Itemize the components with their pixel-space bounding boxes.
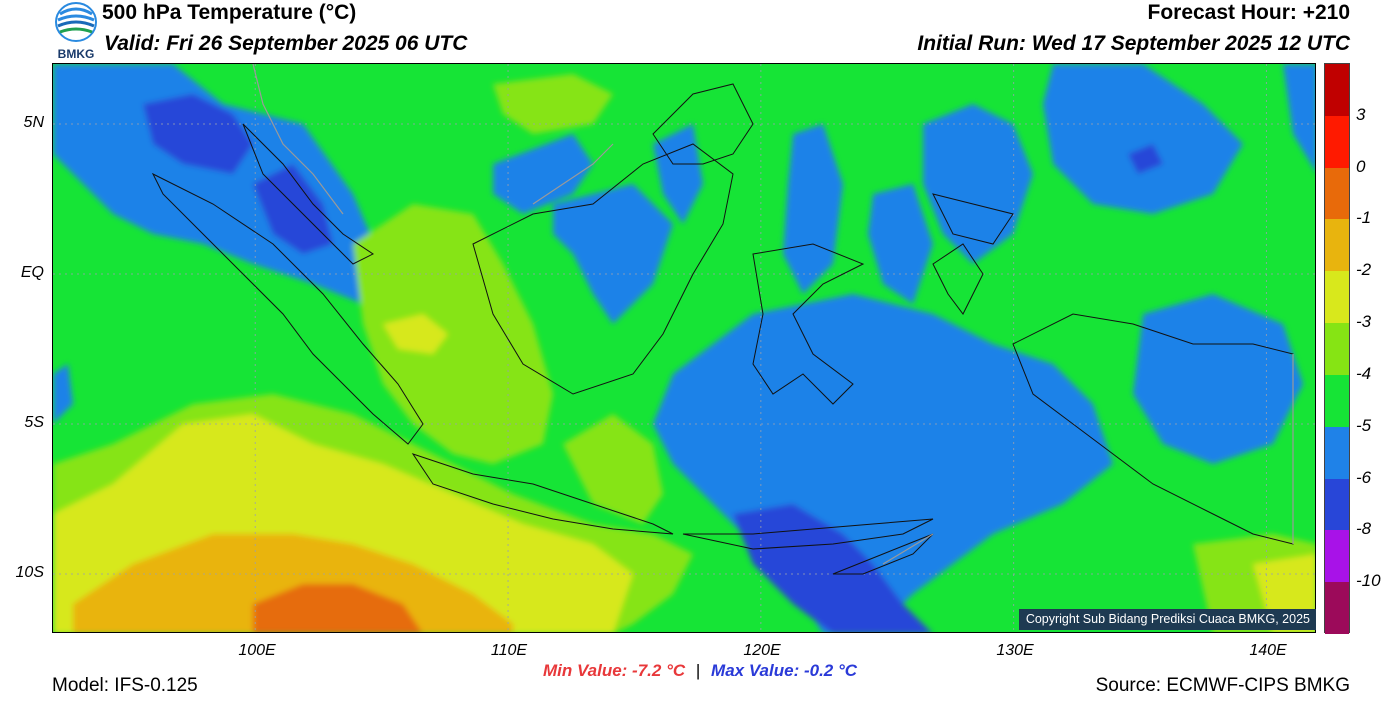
temperature-field: [53, 64, 1315, 632]
colorbar-segment: [1325, 478, 1349, 531]
colorbar-label: -10: [1356, 571, 1381, 591]
colorbar-segment: [1325, 323, 1349, 376]
colorbar-segment: [1325, 115, 1349, 169]
colorbar-segment: [1325, 167, 1349, 220]
copyright-notice: Copyright Sub Bidang Prediksi Cuaca BMKG…: [1018, 609, 1316, 630]
borders: [252, 64, 1294, 565]
field-region-m8: [253, 164, 333, 254]
model-label: Model: IFS-0.125: [52, 675, 198, 696]
lat-label-5s: 5S: [24, 414, 44, 431]
coastline-sulawesi: [752, 243, 865, 405]
map-title: 500 hPa Temperature (°C): [102, 1, 357, 24]
coastline-malay-peninsula: [242, 123, 374, 265]
lat-label-10s: 10S: [15, 564, 44, 581]
lon-label-140e: 140E: [1249, 642, 1287, 659]
colorbar-label: 3: [1356, 104, 1366, 124]
lat-label-eq: EQ: [20, 264, 44, 281]
coastlines: [151, 83, 1294, 575]
lat-label-5n: 5N: [23, 114, 44, 131]
lon-label-120e: 120E: [743, 642, 781, 659]
lon-label-100e: 100E: [238, 642, 276, 659]
coastline-sumatra: [151, 172, 424, 445]
source-label: Source: ECMWF-CIPS BMKG: [1095, 675, 1350, 696]
forecast-hour: Forecast Hour: +210: [1147, 1, 1351, 24]
colorbar-segment: [1325, 64, 1349, 117]
colorbar-label: -6: [1356, 467, 1372, 487]
field-region-m4: [493, 74, 613, 134]
field-region-m6: [1283, 64, 1315, 171]
coastline-java: [411, 453, 674, 535]
coastline-halmahera: [932, 243, 984, 315]
colorbar-segment: [1325, 271, 1349, 324]
field-region-m6: [53, 364, 73, 424]
logo-text: BMKG: [58, 47, 95, 61]
initial-run: Initial Run: Wed 17 September 2025 12 UT…: [917, 32, 1350, 55]
valid-time: Valid: Fri 26 September 2025 06 UTC: [104, 32, 468, 55]
field-region-m6: [923, 104, 1033, 264]
colorbar-label: -5: [1356, 415, 1372, 435]
coastline-borneo: [472, 143, 734, 395]
gridlines: [53, 64, 1315, 632]
field-region-m6: [783, 124, 843, 294]
coastline-mindanao: [932, 193, 1014, 245]
field-region-m6: [493, 134, 593, 214]
field-region-m8: [143, 94, 253, 174]
colorbar-segment: [1325, 374, 1349, 428]
colorbar-label: -3: [1356, 312, 1372, 332]
coastline-new-guinea: [1012, 313, 1294, 545]
colorbar-label: -4: [1356, 363, 1372, 383]
field-region-m3: [383, 314, 448, 354]
field-region-m6: [1043, 64, 1243, 214]
field-region-m6: [553, 184, 673, 324]
field-region-m8: [733, 504, 931, 632]
temperature-map: [52, 63, 1316, 633]
field-region-m1: [253, 584, 422, 632]
min-value: Min Value: -7.2 °C: [542, 661, 686, 680]
field-region-m4: [353, 204, 553, 464]
colorbar-label: -1: [1356, 208, 1372, 228]
colorbar-segment: [1325, 582, 1349, 635]
bmkg-logo-icon: BMKG: [52, 0, 100, 62]
field-region-m6: [653, 124, 703, 224]
colorbar-segment: [1325, 426, 1349, 480]
coastline-nusa-tenggara: [682, 518, 934, 550]
lon-label-110e: 110E: [490, 642, 528, 659]
lon-label-130e: 130E: [996, 642, 1034, 659]
field-region-m4: [563, 414, 663, 524]
colorbar-segment: [1325, 219, 1349, 272]
colorbar-label: -2: [1356, 260, 1372, 280]
min-max-stats: Min Value: -7.2 °C | Max Value: -0.2 °C: [0, 661, 1400, 681]
field-region-m8: [1128, 144, 1163, 174]
field-region-m6: [1133, 294, 1303, 464]
field-region-m6: [868, 184, 933, 304]
colorbar-label: -8: [1356, 519, 1372, 539]
colorbar-label: 0: [1356, 156, 1366, 176]
coastline-philippines: [652, 83, 754, 165]
max-value: Max Value: -0.2 °C: [711, 661, 858, 680]
stats-separator: |: [695, 661, 701, 680]
colorbar: [1324, 63, 1350, 635]
colorbar-segment: [1325, 530, 1349, 583]
coastline-timor: [832, 533, 934, 575]
